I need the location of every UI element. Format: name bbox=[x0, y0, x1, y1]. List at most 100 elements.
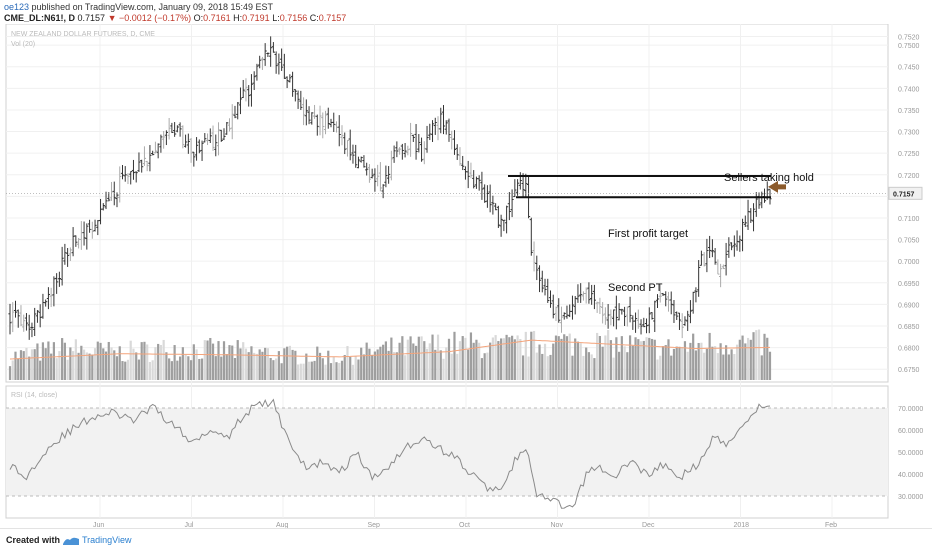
ohlc-bar bbox=[214, 134, 218, 157]
ohlc-bar bbox=[194, 137, 199, 161]
ohlc-bar bbox=[551, 294, 555, 319]
volume-bar bbox=[579, 343, 582, 380]
volume-bar bbox=[686, 351, 689, 380]
volume-bar bbox=[626, 352, 629, 380]
volume-bar bbox=[340, 360, 344, 380]
ohlc-bar bbox=[27, 314, 31, 340]
rsi-tick-label: 40.0000 bbox=[898, 472, 923, 479]
symbol-name[interactable]: CME_DL:N61!, D bbox=[4, 13, 76, 23]
ohlc-bar bbox=[576, 284, 580, 303]
volume-bar bbox=[335, 362, 338, 380]
price-tick-label: 0.7000 bbox=[898, 259, 920, 266]
ohlc-bar bbox=[129, 171, 133, 185]
rsi-tick-label: 50.0000 bbox=[898, 450, 923, 457]
volume-bar bbox=[346, 346, 349, 380]
chart-svg[interactable]: 0.7520 0.7500 0.7450 0.7400 0.7350 0.7300 0.72… bbox=[0, 23, 932, 529]
volume-bar bbox=[439, 350, 442, 380]
ohlc-bar bbox=[354, 144, 358, 168]
volume-bar bbox=[563, 334, 566, 380]
volume-bar bbox=[181, 347, 184, 380]
volume-bar bbox=[398, 342, 401, 380]
volume-bar bbox=[255, 353, 259, 380]
volume-bar bbox=[310, 361, 313, 380]
ohlc-bar bbox=[724, 242, 728, 276]
ohlc-bar bbox=[727, 237, 731, 258]
tradingview-logo-icon[interactable] bbox=[62, 534, 80, 552]
chart-area[interactable]: 0.7520 0.7500 0.7450 0.7400 0.7350 0.7300 0.72… bbox=[0, 23, 932, 533]
volume-bar bbox=[601, 346, 604, 380]
ohlc-bar bbox=[548, 290, 553, 308]
volume-bar bbox=[250, 346, 253, 380]
volume-bar bbox=[738, 339, 741, 380]
ohlc-bar bbox=[491, 195, 495, 215]
ohlc-bar bbox=[524, 173, 528, 197]
volume-bar bbox=[244, 348, 248, 380]
volume-bar bbox=[453, 331, 456, 380]
ohlc-bar bbox=[642, 317, 646, 328]
volume-bar bbox=[25, 347, 28, 380]
ohlc-bar bbox=[280, 48, 284, 71]
ohlc-bar bbox=[529, 217, 533, 256]
ohlc-bar bbox=[233, 105, 237, 119]
volume-bar bbox=[22, 351, 25, 380]
ohlc-bar bbox=[175, 125, 179, 133]
rsi-line bbox=[9, 398, 771, 509]
volume-bar bbox=[195, 349, 198, 380]
volume-bar bbox=[371, 355, 374, 380]
volume-bar bbox=[670, 355, 673, 380]
volume-bar bbox=[157, 343, 160, 380]
volume-bar bbox=[324, 364, 327, 380]
volume-bar bbox=[77, 352, 80, 380]
ohlc-bar bbox=[694, 287, 698, 303]
ohlc-bar bbox=[444, 120, 448, 135]
ohlc-bar bbox=[713, 248, 717, 265]
ohlc-bar bbox=[466, 160, 470, 189]
volume-bar bbox=[409, 336, 412, 380]
volume-bar bbox=[483, 353, 486, 380]
volume-bar bbox=[582, 355, 585, 380]
volume-bar bbox=[554, 335, 558, 380]
ohlc-bar bbox=[740, 218, 745, 252]
low-value: 0.7156 bbox=[279, 13, 308, 23]
volume-bar bbox=[478, 342, 481, 380]
ohlc-bar bbox=[505, 205, 509, 234]
volume-bar bbox=[757, 329, 761, 380]
ohlc-bar bbox=[669, 291, 673, 315]
volume-bar bbox=[69, 347, 72, 380]
volume-bar bbox=[634, 337, 637, 380]
ohlc-bar bbox=[480, 171, 484, 200]
volume-bar bbox=[752, 332, 755, 380]
volume-bar bbox=[148, 361, 152, 380]
volume-bar bbox=[639, 341, 643, 380]
volume-bar bbox=[722, 354, 725, 380]
volume-bar bbox=[585, 347, 588, 380]
ohlc-bar bbox=[507, 192, 511, 221]
ohlc-bar bbox=[359, 156, 363, 163]
volume-bar bbox=[390, 337, 393, 380]
volume-bar bbox=[714, 346, 717, 380]
price-tick-label: 0.6750 bbox=[898, 367, 920, 374]
volume-bar bbox=[431, 334, 434, 380]
volume-bar bbox=[236, 340, 239, 380]
ohlc-bar bbox=[672, 299, 676, 323]
volume-bar bbox=[376, 349, 379, 380]
volume-bar bbox=[412, 343, 415, 380]
ohlc-bar bbox=[24, 313, 29, 331]
volume-bar bbox=[637, 339, 640, 380]
ohlc-bar bbox=[33, 307, 37, 337]
ohlc-bar bbox=[241, 79, 245, 99]
ohlc-bar bbox=[269, 36, 273, 67]
change-arrow-icon: ▼ bbox=[107, 13, 117, 23]
ohlc-bar bbox=[258, 55, 262, 69]
price-tick-label: 0.7200 bbox=[898, 173, 920, 180]
volume-bar bbox=[104, 351, 108, 380]
ohlc-bar bbox=[365, 162, 369, 176]
volume-bar bbox=[458, 341, 462, 380]
volume-bar bbox=[239, 348, 242, 380]
volume-bar bbox=[497, 341, 500, 380]
publisher-name[interactable]: oe123 bbox=[4, 2, 30, 12]
ohlc-bar bbox=[164, 130, 168, 146]
tradingview-brand[interactable]: TradingView bbox=[82, 535, 132, 545]
volume-bar bbox=[52, 342, 55, 380]
open-value: 0.7161 bbox=[203, 13, 231, 23]
